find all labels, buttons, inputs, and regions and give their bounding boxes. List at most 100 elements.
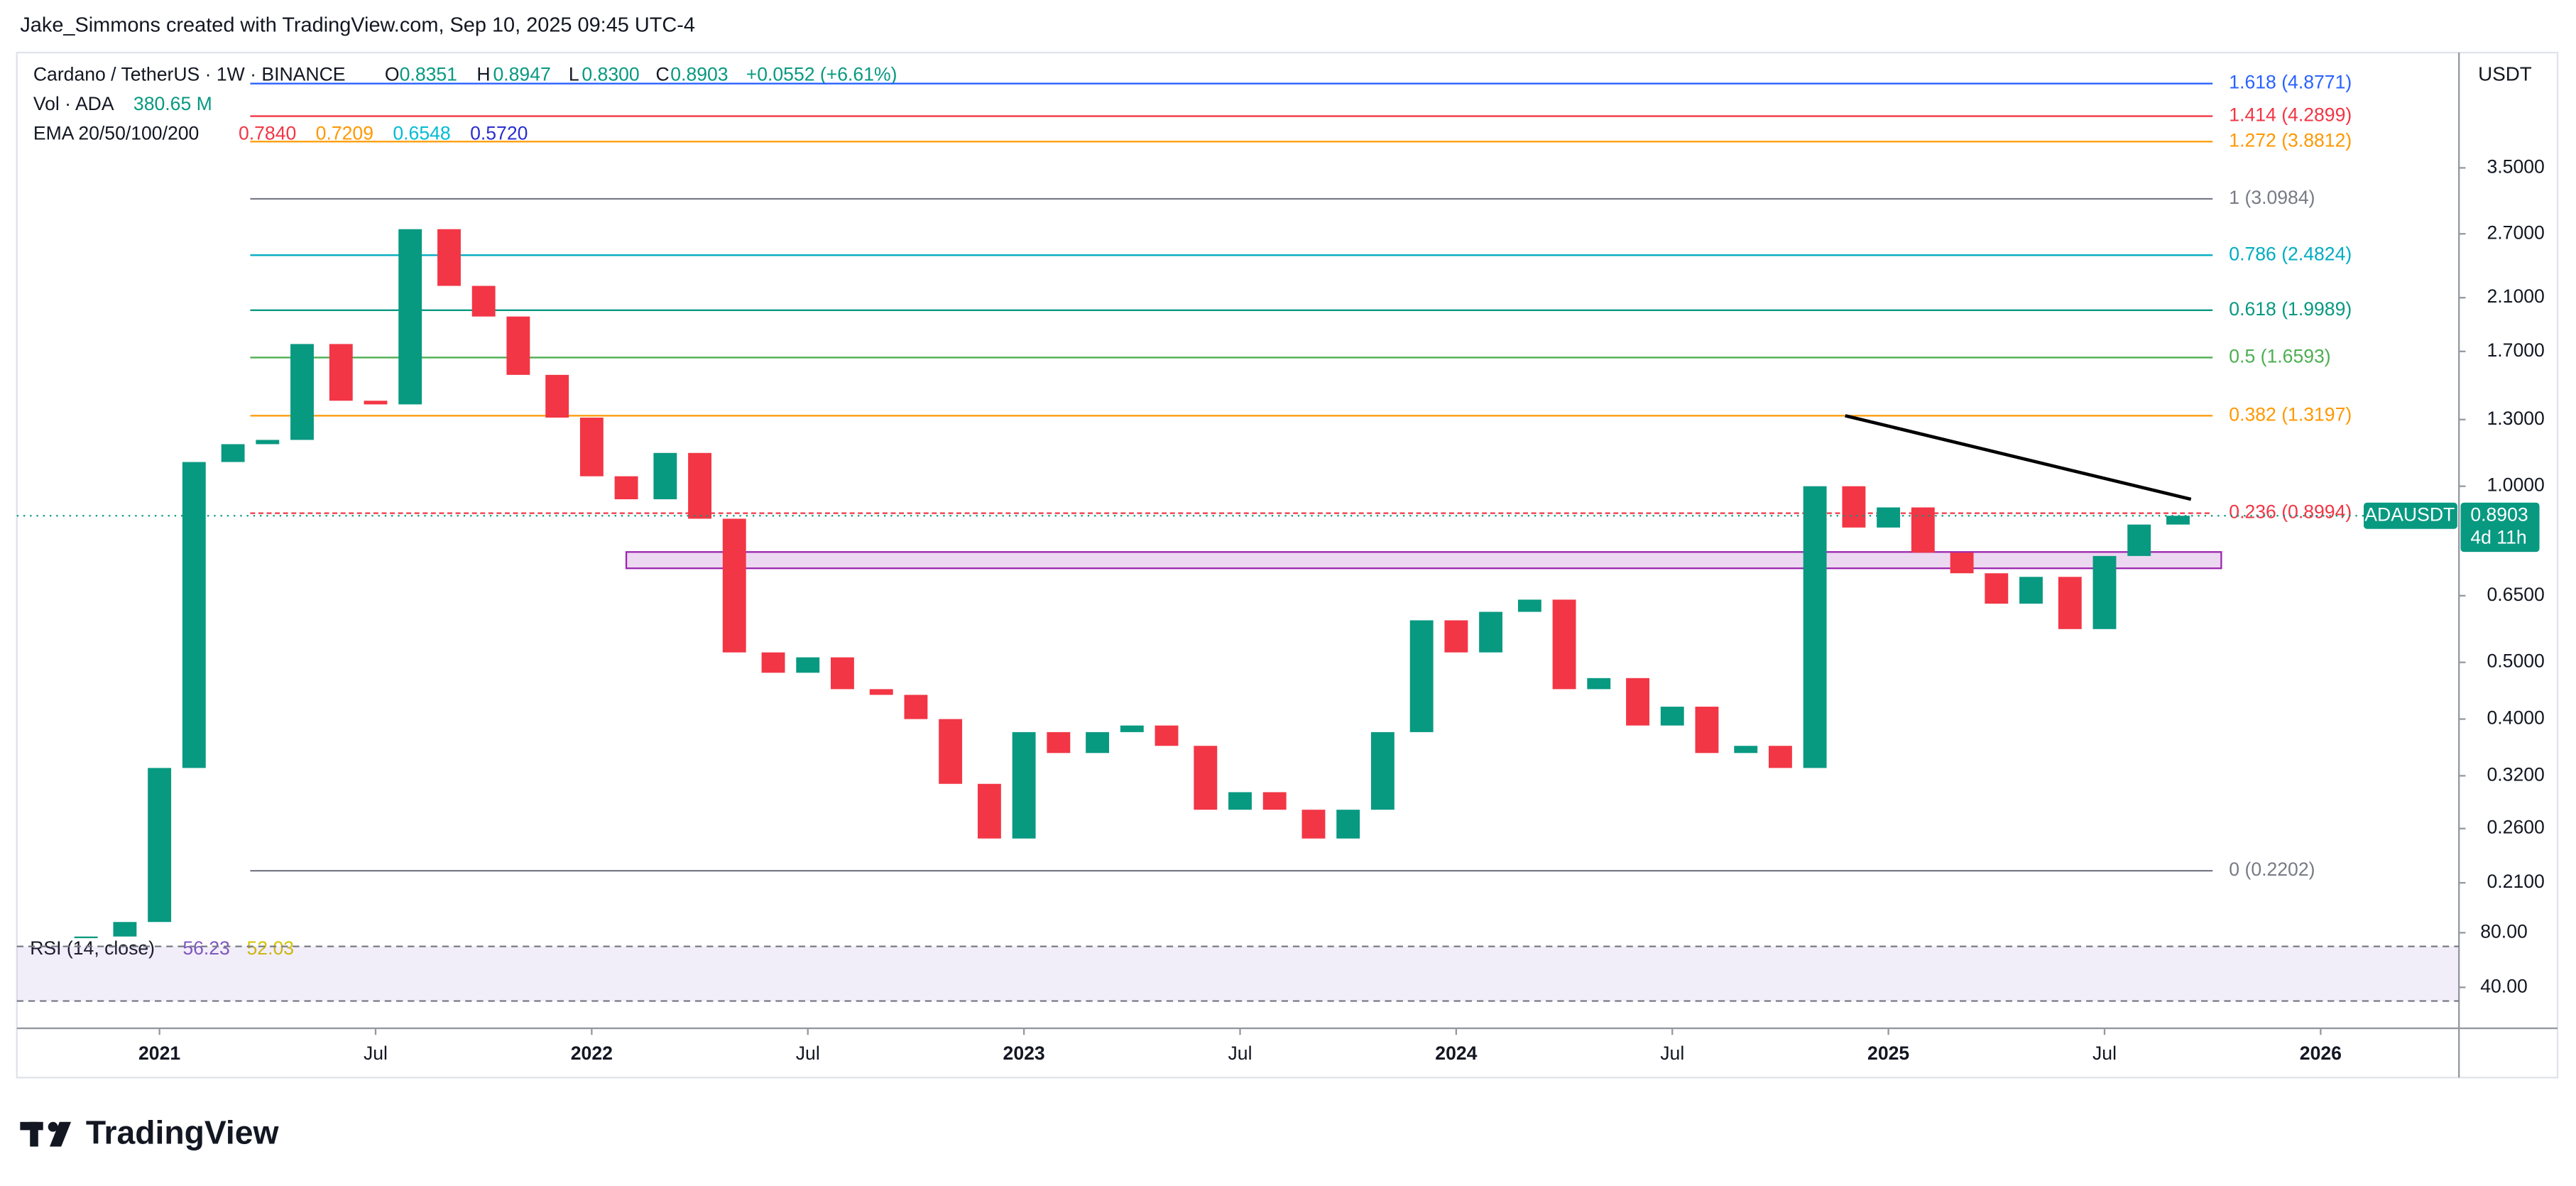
candle <box>1301 810 1326 839</box>
candle <box>1950 553 1974 574</box>
candle <box>1194 746 1218 810</box>
x-tick-label: 2023 <box>1003 1043 1045 1064</box>
low: 0.8300 <box>582 63 639 85</box>
candle <box>1695 707 1719 754</box>
ema-value: 0.6548 <box>393 123 450 144</box>
candle <box>1877 507 1901 528</box>
logo <box>20 1121 72 1147</box>
y-tick-label: 3.5000 <box>2487 156 2545 177</box>
brand: TradingView <box>86 1114 280 1151</box>
fib-label: 1 (3.0984) <box>2229 187 2315 208</box>
candle <box>256 440 280 445</box>
candle <box>1626 678 1649 726</box>
logo-shape <box>30 1121 38 1147</box>
candle <box>1660 707 1684 726</box>
rsi-ma: 52.03 <box>247 937 295 959</box>
high: 0.8947 <box>493 63 550 85</box>
logo-shape <box>49 1121 72 1147</box>
symbol-tag-text: ADAUSDT <box>2364 504 2455 525</box>
candle <box>1228 792 1252 810</box>
zone <box>625 551 2222 570</box>
candle <box>796 657 820 673</box>
symbol-tag <box>2364 502 2457 529</box>
l-label: L <box>569 63 579 85</box>
y-tick-label: 2.7000 <box>2487 222 2545 243</box>
candle <box>1047 731 1071 754</box>
candle <box>74 936 98 939</box>
rsi-title: RSI (14, close) <box>30 937 155 959</box>
candle <box>869 689 893 695</box>
rsi-tick-label: 80.00 <box>2480 920 2528 942</box>
candle <box>1911 507 1935 553</box>
change: +0.0552 (+6.61%) <box>746 63 897 85</box>
close: 0.8903 <box>670 63 728 85</box>
x-tick-label: Jul <box>796 1043 820 1064</box>
y-tick-label: 1.7000 <box>2487 339 2545 361</box>
y-tick-label: 1.3000 <box>2487 408 2545 429</box>
candle <box>831 657 854 690</box>
candle <box>1842 486 1866 528</box>
h-label: H <box>476 63 490 85</box>
candle <box>2127 524 2151 556</box>
candle <box>1479 611 1503 653</box>
rsi-tick-label: 40.00 <box>2480 975 2528 996</box>
candle <box>904 695 928 719</box>
candle <box>2166 516 2190 525</box>
fib-label: 0.236 (0.8994) <box>2229 501 2352 523</box>
y-tick-label: 0.2600 <box>2487 817 2545 838</box>
candle <box>1769 746 1792 768</box>
y-tick-label: 0.3200 <box>2487 763 2545 785</box>
candle <box>506 316 530 375</box>
candle <box>977 783 1001 839</box>
candle <box>545 374 569 418</box>
candle <box>2019 577 2043 604</box>
x-tick-label: 2025 <box>1867 1043 1909 1064</box>
candle <box>1444 620 1468 653</box>
candle <box>437 229 461 286</box>
fib-label: 0 (0.2202) <box>2229 859 2315 880</box>
candle <box>939 719 963 784</box>
ema-value: 0.7840 <box>239 123 296 144</box>
rsi-value: 56.23 <box>182 937 230 959</box>
candle <box>2092 555 2117 629</box>
currency: USDT <box>2478 63 2532 85</box>
candle <box>221 444 245 462</box>
ema-value: 0.5720 <box>470 123 528 144</box>
candle <box>1262 792 1287 810</box>
x-tick-label: 2024 <box>1435 1043 1477 1064</box>
fib-label: 0.618 (1.9989) <box>2229 298 2352 320</box>
y-tick-label: 2.1000 <box>2487 285 2545 307</box>
candle <box>1120 725 1144 732</box>
fib-label: 0.5 (1.6593) <box>2229 345 2330 366</box>
candle <box>364 401 388 405</box>
y-tick-label: 1.0000 <box>2487 474 2545 496</box>
price-tag <box>2460 502 2540 553</box>
candle <box>329 344 353 401</box>
symbol: Cardano / TetherUS · 1W · BINANCE <box>33 63 346 85</box>
trendline <box>1845 414 2192 501</box>
candle <box>688 452 711 519</box>
ema-value: 0.7209 <box>316 123 373 144</box>
x-tick-label: 2021 <box>138 1043 180 1064</box>
candle <box>1409 620 1434 732</box>
candle <box>722 518 746 653</box>
candle <box>148 768 172 923</box>
o-label: O <box>385 63 400 85</box>
fib-label: 1.618 (4.8771) <box>2229 72 2352 93</box>
candle <box>1336 810 1360 839</box>
fib-label: 0.786 (2.4824) <box>2229 243 2352 264</box>
x-tick-label: 2026 <box>2300 1043 2342 1064</box>
chart-frame <box>16 51 2559 1079</box>
candle <box>1086 731 1110 754</box>
price-tag-value: 0.8903 <box>2470 504 2528 525</box>
fib-label: 1.414 (4.2899) <box>2229 104 2352 126</box>
candle <box>1155 725 1179 746</box>
candle <box>1985 573 2009 604</box>
candle <box>2058 577 2082 629</box>
candle <box>1517 599 1541 612</box>
candle <box>1552 599 1576 690</box>
candle <box>761 652 785 673</box>
candle <box>182 462 206 768</box>
